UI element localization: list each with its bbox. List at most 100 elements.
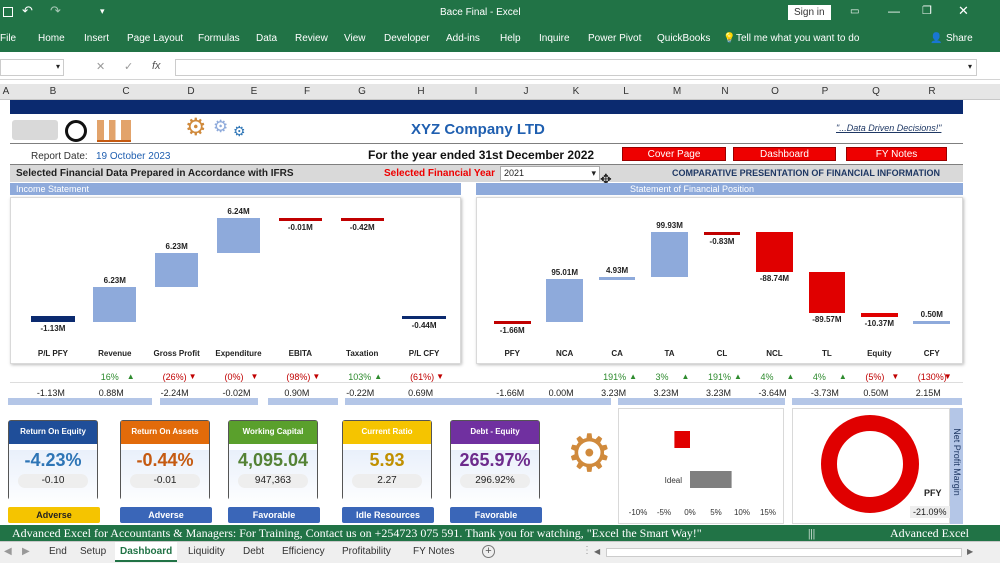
column-header[interactable]: L (623, 86, 629, 97)
sheet-tab-profitability[interactable]: Profitability (342, 546, 391, 557)
data-label: 6.23M (103, 276, 126, 286)
column-header[interactable]: O (771, 86, 779, 97)
sheet-tab-end[interactable]: End (49, 546, 67, 557)
tab-data[interactable]: Data (256, 33, 278, 44)
name-box[interactable]: ▾ (0, 59, 64, 76)
column-header[interactable]: D (187, 86, 195, 97)
sheet-tab-liquidity[interactable]: Liquidity (188, 546, 225, 557)
tab-power-pivot[interactable]: Power Pivot (588, 33, 642, 44)
kpi-status-badge[interactable]: Adverse (120, 507, 212, 523)
prior-value: -0.02M (222, 388, 251, 398)
year-select[interactable]: 2021 ▾ (500, 166, 600, 181)
donut-label: PFY (924, 488, 942, 498)
restore-icon[interactable]: ❐ (922, 5, 932, 17)
column-header[interactable]: R (928, 86, 936, 97)
kpi-status-badge[interactable]: Favorable (450, 507, 542, 523)
ticker-separator: ||| (808, 526, 816, 540)
hscroll-left-icon[interactable]: ◀ (594, 547, 601, 556)
undo-icon[interactable]: ↶ (22, 3, 33, 18)
column-header[interactable]: H (417, 86, 425, 97)
sheet-tab-setup[interactable]: Setup (80, 546, 107, 557)
add-sheet-icon[interactable]: + (482, 545, 495, 558)
tab-add-ins[interactable]: Add-ins (446, 33, 480, 44)
sheet-tab-efficiency[interactable]: Efficiency (282, 546, 325, 557)
category-label: P/L PFY (37, 349, 68, 358)
column-header[interactable]: K (572, 86, 580, 97)
column-header[interactable]: M (672, 86, 682, 97)
fy-notes-button[interactable]: FY Notes (846, 147, 947, 161)
data-label: -0.44M (411, 320, 437, 330)
kpi-status-badge[interactable]: Favorable (228, 507, 320, 523)
sign-in-button[interactable]: Sign in (788, 5, 831, 20)
close-icon[interactable]: ✕ (958, 3, 969, 18)
kpi-status-badge[interactable]: Idle Resources (342, 507, 434, 523)
kpi-card: Debt - Equity 265.97% 296.92% (450, 420, 540, 507)
enter-icon[interactable]: ✓ (124, 61, 134, 73)
quick-access-dropdown-icon[interactable]: ▾ (100, 6, 105, 16)
sheet-tab-dashboard[interactable]: Dashboard (115, 542, 178, 562)
column-header[interactable]: G (358, 86, 366, 97)
tab-scroll-right-icon[interactable]: ▶ (22, 546, 30, 557)
redo-icon[interactable]: ↷ (50, 3, 61, 18)
share-button[interactable]: Share (946, 33, 973, 44)
tab-review[interactable]: Review (295, 33, 328, 44)
name-box-dropdown-icon[interactable]: ▾ (55, 62, 60, 71)
hscroll-right-icon[interactable]: ▶ (967, 547, 974, 556)
x-tick-label: 5% (710, 508, 722, 517)
tab-inquire[interactable]: Inquire (539, 33, 570, 44)
tab-page-layout[interactable]: Page Layout (127, 33, 184, 44)
category-label: CL (716, 349, 728, 358)
insert-function-icon[interactable]: fx (152, 60, 161, 72)
tab-home[interactable]: Home (38, 33, 65, 44)
tab-view[interactable]: View (344, 33, 366, 44)
tell-me-search[interactable]: Tell me what you want to do (736, 33, 860, 44)
waterfall-bar (93, 287, 137, 322)
column-header[interactable]: J (523, 86, 529, 97)
dashboard-button[interactable]: Dashboard (733, 147, 836, 161)
ribbon-display-icon[interactable]: ▭ (850, 6, 860, 17)
tab-developer[interactable]: Developer (384, 33, 430, 44)
column-header[interactable]: Q (872, 86, 880, 97)
kpi-status-badge[interactable]: Adverse (8, 507, 100, 523)
column-header[interactable]: A (2, 86, 10, 97)
selected-year-label: Selected Financial Year (384, 168, 495, 179)
minimize-icon[interactable]: — (888, 4, 900, 18)
tab-file[interactable]: File (0, 33, 17, 44)
tab-scroll-left-icon[interactable]: ◀ (4, 546, 12, 557)
year-dropdown-icon[interactable]: ▾ (591, 168, 596, 178)
expand-formula-icon[interactable]: ▾ (967, 62, 972, 71)
category-label: Revenue (98, 349, 132, 358)
save-icon[interactable] (3, 7, 13, 17)
column-header[interactable]: P (821, 86, 829, 97)
horizontal-scrollbar[interactable] (606, 548, 962, 557)
up-arrow-icon: ▲ (786, 372, 795, 381)
formula-input[interactable]: ▾ (175, 59, 977, 76)
sheet-tab-fy-notes[interactable]: FY Notes (413, 546, 455, 557)
column-header[interactable]: C (122, 86, 130, 97)
data-label: -0.42M (349, 223, 375, 233)
column-header[interactable]: B (49, 86, 57, 97)
company-title: XYZ Company LTD (411, 121, 545, 138)
tab-formulas[interactable]: Formulas (198, 33, 240, 44)
down-arrow-icon: ▼ (891, 372, 900, 381)
data-label: 6.24M (227, 207, 250, 216)
change-percent: (130%) (917, 372, 947, 382)
prior-value: 3.23M (653, 388, 679, 398)
column-header[interactable]: N (721, 86, 729, 97)
prior-value: 0.00M (548, 388, 574, 398)
column-header[interactable]: F (303, 86, 311, 97)
up-arrow-icon: ▲ (681, 372, 690, 381)
data-label: -89.57M (812, 314, 842, 324)
sheet-tab-debt[interactable]: Debt (243, 546, 265, 557)
tab-insert[interactable]: Insert (84, 33, 110, 44)
margin-bar-chart-panel (618, 408, 784, 524)
cancel-icon[interactable]: ✕ (96, 61, 106, 73)
tab-help[interactable]: Help (500, 33, 521, 44)
kpi-subvalue: -0.10 (18, 474, 88, 488)
cover-page-button[interactable]: Cover Page (622, 147, 726, 161)
donut-chart (821, 415, 919, 513)
column-header[interactable]: I (474, 86, 478, 97)
tab-quickbooks[interactable]: QuickBooks (657, 33, 711, 44)
column-header[interactable]: E (250, 86, 258, 97)
scroll-options-icon[interactable]: ⋮ (582, 545, 592, 556)
